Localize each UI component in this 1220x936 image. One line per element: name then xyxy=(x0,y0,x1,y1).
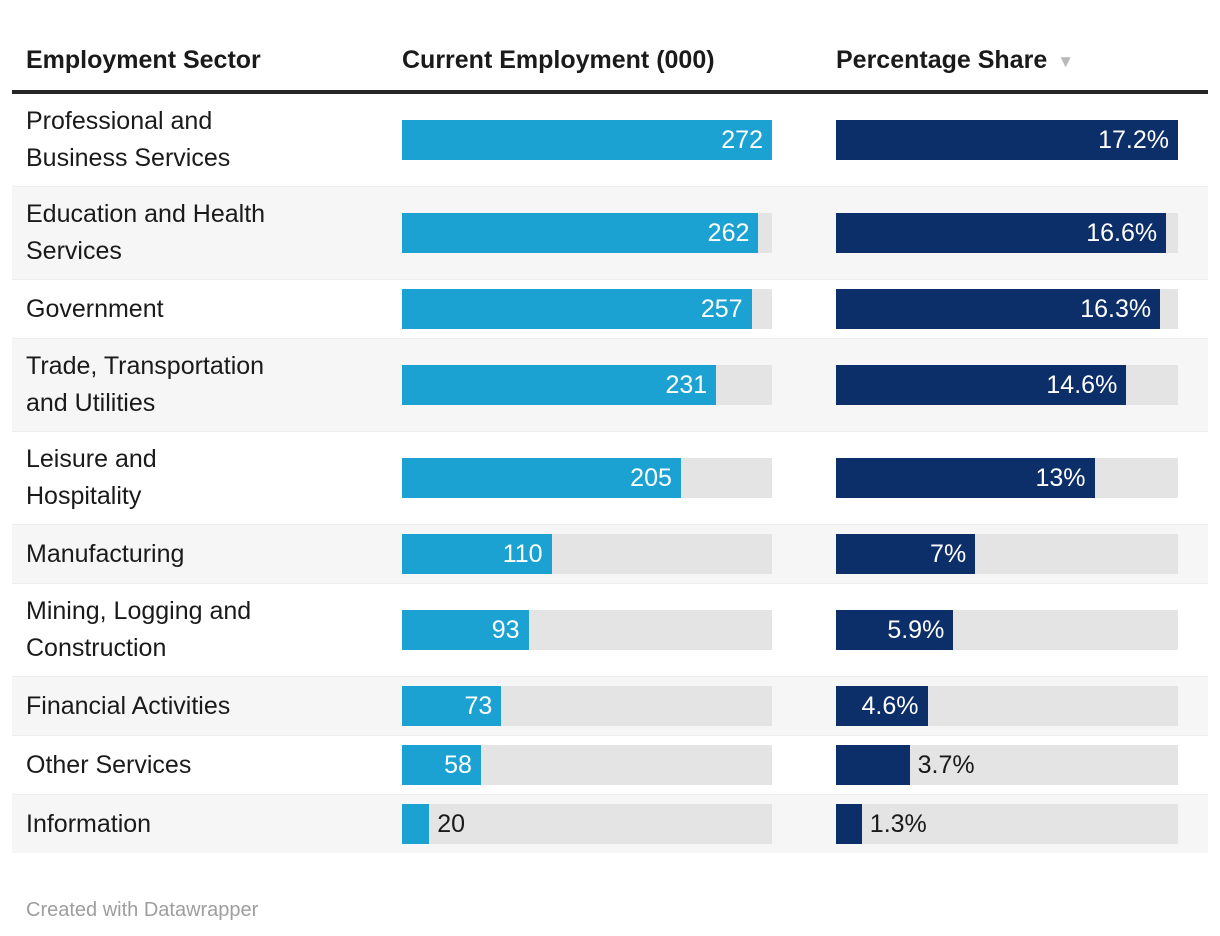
emp-bar-track: 73 xyxy=(402,686,772,726)
table-row: Education and Health Services 262 16.6% xyxy=(12,186,1208,279)
sector-label: Professional and Business Services xyxy=(26,107,231,172)
emp-bar-track: 110 xyxy=(402,534,772,574)
sector-label: Mining, Logging and Construction xyxy=(26,597,252,662)
emp-bar-track: 58 xyxy=(402,745,772,785)
share-bar: 16.3% xyxy=(836,289,1161,329)
sector-label: Other Services xyxy=(26,750,192,779)
emp-value-label: 262 xyxy=(707,218,750,247)
emp-value-label: 205 xyxy=(630,463,672,492)
share-value-label: 1.3% xyxy=(869,810,927,838)
emp-value-label: 272 xyxy=(721,125,763,154)
emp-bar-track: 20 xyxy=(402,804,772,844)
emp-value-label: 231 xyxy=(665,370,708,399)
emp-value-label: 110 xyxy=(502,539,543,568)
share-bar: 5.9% xyxy=(836,610,954,650)
share-bar xyxy=(836,745,910,785)
emp-bar-track: 272 xyxy=(402,120,772,160)
share-bar: 14.6% xyxy=(836,365,1127,405)
sector-label: Information xyxy=(26,809,152,838)
emp-bar: 110 xyxy=(402,534,552,574)
share-value-label: 14.6% xyxy=(1046,370,1118,399)
emp-bar-track: 262 xyxy=(402,213,772,253)
share-value-label: 17.2% xyxy=(1098,125,1169,154)
column-header-sector[interactable]: Employment Sector xyxy=(26,46,261,74)
column-header-employment[interactable]: Current Employment (000) xyxy=(402,46,715,74)
share-bar-track: 16.3% xyxy=(836,289,1178,329)
share-value-label: 16.3% xyxy=(1080,294,1152,323)
share-value-label: 7% xyxy=(930,539,967,568)
share-bar: 17.2% xyxy=(836,120,1178,160)
share-bar-track: 1.3% xyxy=(836,804,1178,844)
table-header-row: Employment Sector Current Employment (00… xyxy=(12,0,1208,94)
share-value-label: 4.6% xyxy=(861,691,919,720)
table-row: Mining, Logging and Construction 93 5.9% xyxy=(12,583,1208,676)
share-bar-track: 13% xyxy=(836,458,1178,498)
share-value-label: 13% xyxy=(1035,463,1086,492)
sector-label: Manufacturing xyxy=(26,539,185,568)
emp-bar-track: 93 xyxy=(402,610,772,650)
share-bar: 4.6% xyxy=(836,686,928,726)
share-bar-track: 4.6% xyxy=(836,686,1178,726)
emp-bar xyxy=(402,804,430,844)
share-bar: 7% xyxy=(836,534,976,574)
table-row: Government 257 16.3% xyxy=(12,279,1208,338)
emp-bar-track: 205 xyxy=(402,458,772,498)
table-row: Leisure and Hospitality 205 13% xyxy=(12,431,1208,524)
share-bar: 16.6% xyxy=(836,213,1167,253)
emp-bar: 58 xyxy=(402,745,481,785)
table-row: Other Services 58 3.7% xyxy=(12,735,1208,794)
table-row: Professional and Business Services 272 17.2… xyxy=(12,94,1208,186)
share-value-label: 5.9% xyxy=(887,615,945,644)
share-bar-track: 3.7% xyxy=(836,745,1178,785)
emp-value-label: 20 xyxy=(437,810,465,838)
emp-value-label: 93 xyxy=(491,615,520,644)
share-bar-track: 14.6% xyxy=(836,365,1178,405)
emp-bar: 93 xyxy=(402,610,529,650)
table-body: Professional and Business Services 272 17.2… xyxy=(0,94,1220,853)
employment-table: Employment Sector Current Employment (00… xyxy=(0,0,1220,853)
emp-bar: 205 xyxy=(402,458,681,498)
sector-label: Financial Activities xyxy=(26,691,231,720)
sector-label: Leisure and Hospitality xyxy=(26,445,157,510)
share-bar-track: 7% xyxy=(836,534,1178,574)
share-bar-track: 5.9% xyxy=(836,610,1178,650)
share-value-label: 3.7% xyxy=(917,751,975,779)
emp-value-label: 257 xyxy=(700,294,743,323)
table-row: Manufacturing 110 7% xyxy=(12,524,1208,583)
emp-bar: 73 xyxy=(402,686,502,726)
datawrapper-attribution: Created with Datawrapper xyxy=(26,899,259,921)
emp-value-label: 58 xyxy=(444,750,472,779)
share-value-label: 16.6% xyxy=(1086,218,1158,247)
sector-label: Education and Health Services xyxy=(26,200,266,265)
column-header-share-label: Percentage Share xyxy=(836,46,1048,74)
table-row: Financial Activities 73 4.6% xyxy=(12,676,1208,735)
emp-bar-track: 257 xyxy=(402,289,772,329)
share-bar-track: 16.6% xyxy=(836,213,1178,253)
emp-bar: 257 xyxy=(402,289,752,329)
column-header-share[interactable]: Percentage Share ▼ xyxy=(836,46,1178,75)
emp-value-label: 73 xyxy=(464,691,493,720)
share-bar: 13% xyxy=(836,458,1095,498)
table-row: Trade, Transportation and Utilities 231 14.… xyxy=(12,338,1208,431)
table-row: Information 20 1.3% xyxy=(12,794,1208,853)
emp-bar: 272 xyxy=(402,120,772,160)
share-bar-track: 17.2% xyxy=(836,120,1178,160)
sector-label: Trade, Transportation and Utilities xyxy=(26,352,265,417)
emp-bar: 262 xyxy=(402,213,759,253)
share-bar xyxy=(836,804,862,844)
sector-label: Government xyxy=(26,294,164,323)
sort-descending-icon[interactable]: ▼ xyxy=(1057,51,1075,71)
emp-bar: 231 xyxy=(402,365,717,405)
emp-bar-track: 231 xyxy=(402,365,772,405)
